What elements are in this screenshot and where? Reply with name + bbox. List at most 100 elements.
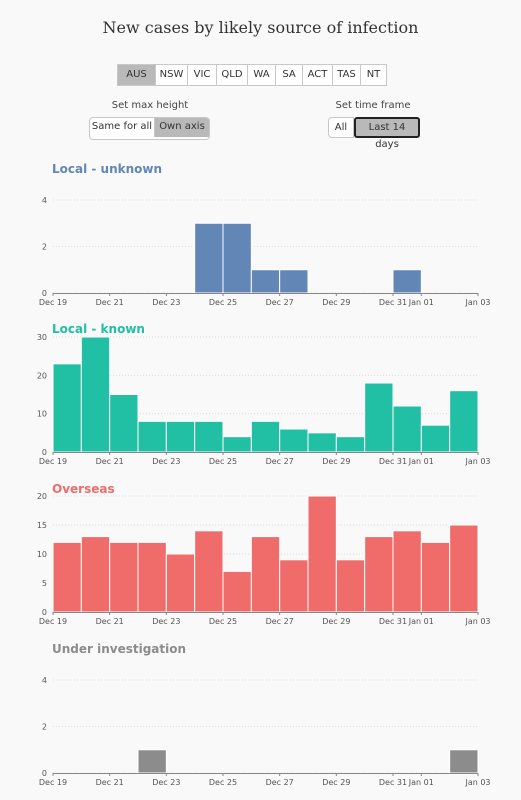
y-tick-label: 0 <box>42 289 47 298</box>
bar <box>392 405 422 453</box>
bar <box>222 436 252 453</box>
bar <box>335 559 366 613</box>
bar <box>335 436 366 453</box>
bar <box>137 541 167 613</box>
bar <box>109 541 139 613</box>
x-tick-label: Dec 25 <box>209 778 237 787</box>
x-tick-label: Dec 23 <box>152 617 180 626</box>
x-tick-label: Dec 25 <box>209 617 237 626</box>
bar <box>80 536 111 613</box>
tab-nsw[interactable]: NSW <box>156 65 188 85</box>
bar <box>307 432 337 453</box>
y-tick-label: 2 <box>42 723 47 732</box>
bar <box>250 536 281 613</box>
own-axis-button[interactable]: Own axis <box>155 118 209 137</box>
max-height-toggle: Same for all Own axis <box>89 117 210 140</box>
x-tick-label: Dec 27 <box>266 457 294 466</box>
x-tick-label: Dec 29 <box>322 617 350 626</box>
x-tick-label: Dec 19 <box>39 457 67 466</box>
y-tick-label: 4 <box>42 196 47 205</box>
x-tick-label: Jan 03 <box>464 457 490 466</box>
x-tick-label: Jan 03 <box>464 617 490 626</box>
x-tick-label: Dec 31 <box>379 617 407 626</box>
tab-vic[interactable]: VIC <box>188 65 217 85</box>
y-tick-label: 0 <box>42 769 47 778</box>
bar <box>449 524 479 613</box>
same-for-all-button[interactable]: Same for all <box>90 118 155 137</box>
tab-wa[interactable]: WA <box>248 65 276 85</box>
bar <box>250 269 281 294</box>
under-investigation-title: Under investigation <box>52 642 186 656</box>
x-tick-label: Jan 01 <box>408 778 434 787</box>
bar <box>222 570 252 613</box>
bar <box>449 749 479 774</box>
local-unknown-title: Local - unknown <box>52 162 162 176</box>
page-title: New cases by likely source of infection <box>102 18 419 37</box>
x-tick-label: Dec 23 <box>152 457 180 466</box>
x-tick-label: Dec 25 <box>209 457 237 466</box>
x-tick-label: Dec 31 <box>379 457 407 466</box>
tab-nt[interactable]: NT <box>366 69 381 80</box>
x-tick-label: Dec 27 <box>266 617 294 626</box>
y-tick-label: 20 <box>37 492 47 501</box>
bar <box>80 336 111 453</box>
x-tick-label: Dec 21 <box>96 457 124 466</box>
overseas-title: Overseas <box>52 482 115 496</box>
x-tick-label: Dec 21 <box>96 617 124 626</box>
x-tick-label: Jan 03 <box>464 298 490 307</box>
bar <box>279 269 309 294</box>
state-tabs: AUS NSW VIC QLD WA SA ACT TAS NT <box>117 64 387 86</box>
x-tick-label: Dec 23 <box>152 778 180 787</box>
bar <box>307 495 337 613</box>
y-tick-label: 0 <box>42 608 47 617</box>
y-tick-label: 4 <box>42 676 47 685</box>
last-14-days-button[interactable]: Last 14 days <box>354 117 420 150</box>
x-tick-label: Dec 21 <box>96 778 124 787</box>
x-tick-label: Dec 31 <box>379 778 407 787</box>
tab-sa[interactable]: SA <box>276 65 303 85</box>
y-tick-label: 5 <box>42 579 47 588</box>
x-tick-label: Dec 19 <box>39 298 67 307</box>
all-button[interactable]: All <box>328 117 354 138</box>
bar <box>420 424 451 453</box>
time-frame-label: Set time frame <box>335 100 411 111</box>
tab-tas[interactable]: TAS <box>333 65 361 85</box>
local-known-title: Local - known <box>52 322 145 336</box>
y-tick-label: 30 <box>37 333 47 342</box>
bar <box>194 222 224 294</box>
bar <box>165 420 196 453</box>
x-tick-label: Dec 21 <box>96 298 124 307</box>
time-frame-toggle: All Last 14 days <box>328 117 420 150</box>
bar <box>364 382 394 453</box>
bar <box>137 420 167 453</box>
y-tick-label: 10 <box>37 410 47 419</box>
x-tick-label: Jan 01 <box>408 457 434 466</box>
y-tick-label: 20 <box>37 371 47 380</box>
tab-qld[interactable]: QLD <box>217 65 248 85</box>
x-tick-label: Dec 27 <box>266 778 294 787</box>
x-tick-label: Dec 23 <box>152 298 180 307</box>
bar <box>449 390 479 453</box>
bar <box>364 536 394 613</box>
x-tick-label: Dec 19 <box>39 778 67 787</box>
tab-aus[interactable]: AUS <box>118 65 156 85</box>
x-tick-label: Jan 03 <box>464 778 490 787</box>
x-tick-label: Dec 29 <box>322 778 350 787</box>
bar <box>250 420 281 453</box>
tab-act[interactable]: ACT <box>303 65 333 85</box>
bar <box>194 420 224 453</box>
x-tick-label: Jan 01 <box>408 298 434 307</box>
x-tick-label: Dec 31 <box>379 298 407 307</box>
y-tick-label: 2 <box>42 243 47 252</box>
x-tick-label: Dec 29 <box>322 298 350 307</box>
bar <box>279 559 309 613</box>
bar <box>420 541 451 613</box>
bar <box>392 530 422 613</box>
bar <box>52 541 82 613</box>
bar <box>165 553 196 613</box>
bar <box>222 222 252 294</box>
bar <box>109 394 139 453</box>
bar <box>392 269 422 294</box>
x-tick-label: Dec 25 <box>209 298 237 307</box>
